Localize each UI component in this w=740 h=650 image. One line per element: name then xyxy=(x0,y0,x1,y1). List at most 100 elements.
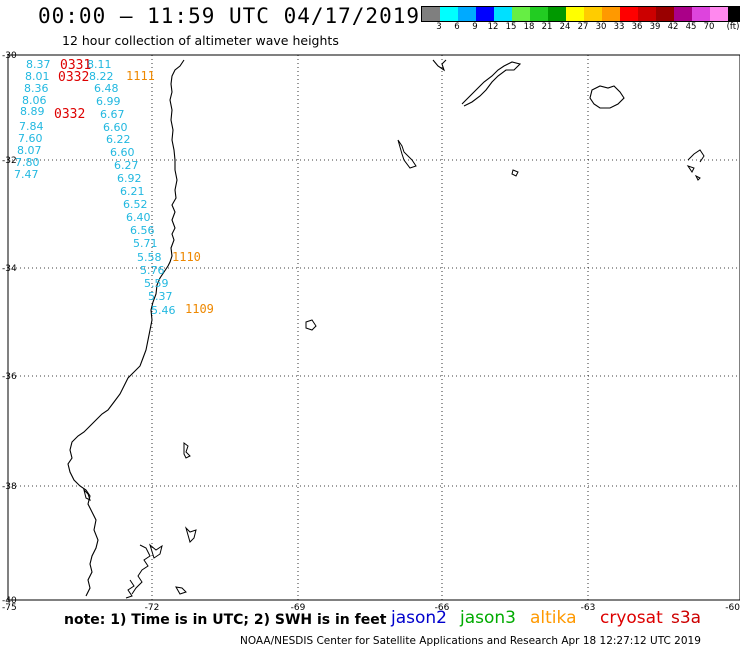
satellite-jason2: jason2 xyxy=(391,608,447,628)
legend-label-9: 30 xyxy=(595,22,607,32)
lon-label: -75 xyxy=(2,603,17,613)
satellite-jason3: jason3 xyxy=(460,608,516,628)
lon-label: -69 xyxy=(291,603,306,613)
wave-height-value: 6.22 xyxy=(106,133,131,146)
cryosat-time-label: 0331 xyxy=(60,58,91,73)
legend-swatch-12 xyxy=(638,7,656,21)
legend-swatch-1 xyxy=(440,7,458,21)
legend-swatch-15 xyxy=(692,7,710,21)
credit-line: NOAA/NESDIS Center for Satellite Applica… xyxy=(240,635,701,647)
wave-height-value: 5.58 xyxy=(137,251,162,264)
lon-label: -66 xyxy=(435,603,450,613)
legend-label-1: 6 xyxy=(454,22,460,32)
wave-height-value: 8.06 xyxy=(22,94,47,107)
legend-swatch-3 xyxy=(476,7,494,21)
lon-label: -72 xyxy=(145,603,160,613)
wave-height-labels: 8.378.018.368.068.89 7.847.608.077.807.47… xyxy=(14,58,214,317)
legend-label-3: 12 xyxy=(487,22,499,32)
legend-swatch-0 xyxy=(422,7,440,21)
legend-swatch-7 xyxy=(548,7,566,21)
wave-height-value: 7.84 xyxy=(19,120,44,133)
satellite-altika: altika xyxy=(530,608,577,628)
lat-label: -34 xyxy=(2,264,17,274)
altika-time-label: 1111 xyxy=(126,69,155,83)
wave-height-value: 7.80 xyxy=(15,156,40,169)
wave-height-value: 5.46 xyxy=(151,304,176,317)
coast-piece-3 xyxy=(687,149,705,163)
lat-label: -30 xyxy=(2,51,17,61)
peninsula-valdes xyxy=(589,85,625,109)
wave-height-value: 6.27 xyxy=(114,159,139,172)
coast-piece-1 xyxy=(397,139,417,169)
coast-piece-4 xyxy=(686,165,695,173)
coastline-argentina xyxy=(432,59,522,107)
color-scale-legend xyxy=(421,6,740,22)
wave-height-value: 6.99 xyxy=(96,95,121,108)
legend-label-12: 39 xyxy=(649,22,661,32)
wave-height-value: 8.07 xyxy=(17,144,42,157)
lat-label: -32 xyxy=(2,156,17,166)
wave-height-value: 8.89 xyxy=(20,105,45,118)
wave-height-value: 6.56 xyxy=(130,224,155,237)
lat-label: -40 xyxy=(2,596,17,606)
cryosat-time-label: 0332 xyxy=(54,107,85,122)
wave-height-value: 5.59 xyxy=(144,277,169,290)
lon-label: -60 xyxy=(725,603,740,613)
legend-swatch-13 xyxy=(656,7,674,21)
coastline-chile-islands-7 xyxy=(175,586,187,595)
wave-height-value: 7.60 xyxy=(18,132,43,145)
legend-label-2: 9 xyxy=(472,22,478,32)
coast-piece-2 xyxy=(511,169,519,177)
satellite-cryosat: cryosat xyxy=(600,608,663,628)
coast-piece-6 xyxy=(305,319,317,331)
coastline-chile-islands-5 xyxy=(184,526,197,543)
wave-height-value: 5.76 xyxy=(140,264,165,277)
map-frame xyxy=(7,54,740,601)
wave-height-value: 6.60 xyxy=(110,146,135,159)
legend-swatch-6 xyxy=(530,7,548,21)
legend-swatch-16 xyxy=(710,7,728,21)
wave-height-value: 8.01 xyxy=(25,70,50,83)
footer-note: note: 1) Time is in UTC; 2) SWH is in fe… xyxy=(64,612,387,628)
wave-height-value: 5.71 xyxy=(133,237,158,250)
legend-label-11: 36 xyxy=(631,22,643,32)
wave-height-value: 8.22 xyxy=(89,70,114,83)
legend-label-5: 18 xyxy=(523,22,535,32)
lat-lon-grid: -30 -32 -34 -36 -38 -40-75 -72 -69 -66 -63 -60 xyxy=(2,51,740,613)
legend-label-4: 15 xyxy=(505,22,517,32)
legend-swatch-2 xyxy=(458,7,476,21)
legend-swatch-4 xyxy=(494,7,512,21)
legend-label-14: 45 xyxy=(685,22,697,32)
legend-swatch-14 xyxy=(674,7,692,21)
wave-height-value: 6.52 xyxy=(123,198,148,211)
coastline-chile-islands-4 xyxy=(183,442,191,459)
cryosat-time-label: 0332 xyxy=(58,70,89,85)
legend-swatch-11 xyxy=(620,7,638,21)
coast-piece-5 xyxy=(694,174,701,181)
map-subtitle: 12 hour collection of altimeter wave hei… xyxy=(62,33,339,48)
wave-height-value: 8.36 xyxy=(24,82,49,95)
lat-label: -36 xyxy=(2,372,17,382)
coastline-chile-islands-2 xyxy=(131,544,151,595)
wave-height-value: 6.21 xyxy=(120,185,145,198)
coastline-chile-islands-1 xyxy=(83,488,91,501)
coastline-chile-islands-3 xyxy=(149,543,163,559)
legend-swatch-5 xyxy=(512,7,530,21)
legend-label-0: 3 xyxy=(436,22,442,32)
legend-label-13: 42 xyxy=(667,22,679,32)
wave-height-value: 8.37 xyxy=(26,58,51,71)
wave-height-value: 6.48 xyxy=(94,82,119,95)
lat-label: -38 xyxy=(2,482,17,492)
legend-swatch-9 xyxy=(584,7,602,21)
wave-height-value: 8.11 xyxy=(87,58,112,71)
legend-label-6: 21 xyxy=(541,22,553,32)
coastline-chile-islands-6 xyxy=(125,579,135,599)
wave-height-value: 5.37 xyxy=(148,290,173,303)
lon-label: -63 xyxy=(581,603,596,613)
legend-swatch-17 xyxy=(728,7,740,21)
wave-height-value: 6.40 xyxy=(126,211,151,224)
map-title: 00:00 – 11:59 UTC 04/17/2019 xyxy=(38,4,421,28)
altika-time-label: 1109 xyxy=(185,302,214,316)
wave-height-value: 6.92 xyxy=(117,172,142,185)
